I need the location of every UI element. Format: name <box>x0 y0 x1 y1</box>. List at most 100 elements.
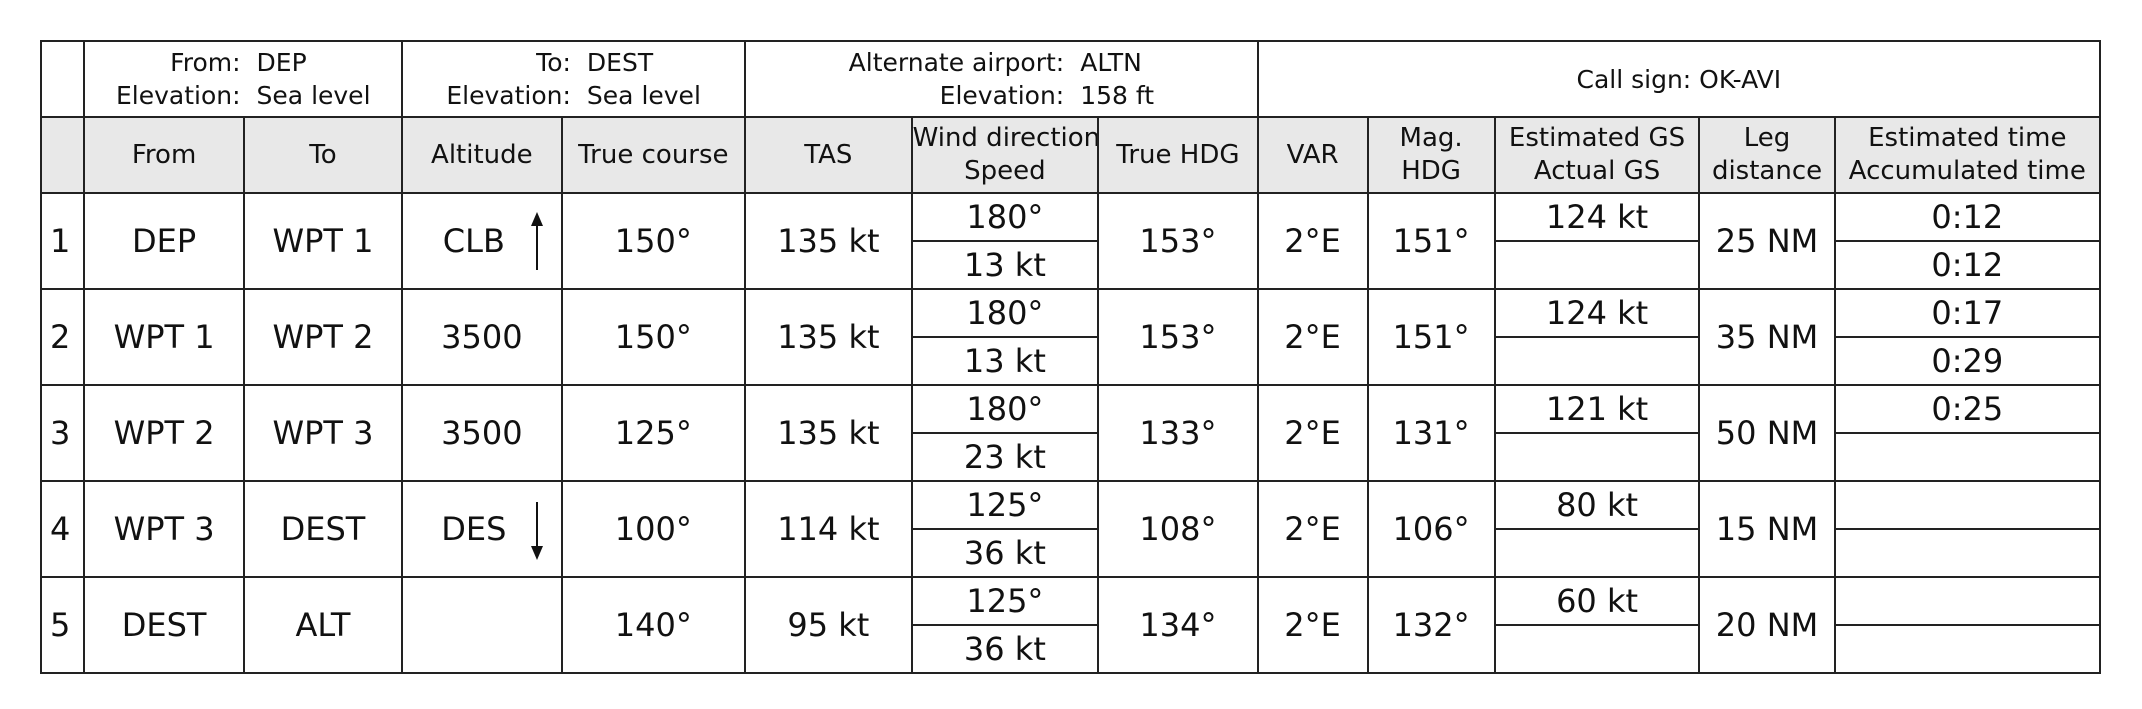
cell-actual-gs <box>1493 528 1701 578</box>
cell-wind-direction: 180° <box>910 384 1100 434</box>
cell-estimated-time: 0:12 <box>1833 192 2102 242</box>
table-row-lower: 36 kt <box>41 624 2102 674</box>
cell-leg-distance: 50 NM <box>1698 384 1836 482</box>
cell-true-course: 125° <box>560 384 747 482</box>
col-altitude: Altitude <box>401 116 563 194</box>
cell-true-hdg: 153° <box>1097 192 1259 290</box>
arrow-up-icon <box>531 212 544 270</box>
cell-true-course: 150° <box>560 288 747 386</box>
cell-wind-direction: 125° <box>910 480 1100 530</box>
cell-true-hdg: 153° <box>1097 288 1259 386</box>
cell-from: WPT 2 <box>83 384 245 482</box>
cell-true-hdg: 134° <box>1097 576 1259 674</box>
col-gs-line2: Actual GS <box>1533 156 1661 186</box>
col-gs: Estimated GS Actual GS <box>1493 116 1701 194</box>
col-wind: Wind direction Speed <box>910 116 1100 194</box>
cell-wind-direction: 180° <box>910 288 1100 338</box>
alternate-info: Alternate airport: ALTN Elevation: 158 f… <box>744 40 1259 118</box>
row-number: 3 <box>39 384 86 482</box>
col-index <box>39 116 86 194</box>
col-tas: TAS <box>744 116 913 194</box>
cell-tas: 135 kt <box>744 384 913 482</box>
cell-accumulated-time: 0:12 <box>1833 240 2102 290</box>
from-label: From: <box>170 48 241 77</box>
from-elevation-label: Elevation: <box>115 81 241 110</box>
cell-mag-hdg: 151° <box>1366 192 1496 290</box>
cell-altitude: DES <box>401 480 563 578</box>
alternate-label: Alternate airport: <box>848 48 1065 77</box>
cell-actual-gs <box>1493 624 1701 674</box>
call-sign: Call sign: OK-AVI <box>1256 40 2102 118</box>
cell-estimated-gs: 124 kt <box>1493 192 1701 242</box>
cell-estimated-time <box>1833 480 2102 530</box>
cell-true-course: 100° <box>560 480 747 578</box>
cell-wind-direction: 180° <box>910 192 1100 242</box>
cell-estimated-time: 0:25 <box>1833 384 2102 434</box>
destination-info: To: DEST Elevation: Sea level <box>401 40 747 118</box>
col-time: Estimated time Accumulated time <box>1833 116 2102 194</box>
alternate-value: ALTN <box>1080 48 1142 77</box>
table-row-lower: 36 kt <box>41 528 2102 578</box>
cell-to: WPT 1 <box>242 192 404 290</box>
cell-to: ALT <box>242 576 404 674</box>
col-var: VAR <box>1256 116 1369 194</box>
col-time-line2: Accumulated time <box>1848 156 2086 186</box>
cell-var: 2°E <box>1256 480 1369 578</box>
table-row-lower: 23 kt <box>41 432 2102 482</box>
cell-accumulated-time <box>1833 624 2102 674</box>
to-elevation-value: Sea level <box>586 81 701 110</box>
cell-wind-speed: 23 kt <box>910 432 1100 482</box>
cell-mag-hdg: 151° <box>1366 288 1496 386</box>
cell-estimated-gs: 121 kt <box>1493 384 1701 434</box>
to-value: DEST <box>586 48 654 77</box>
col-true-hdg: True HDG <box>1097 116 1259 194</box>
col-to: To <box>242 116 404 194</box>
cell-accumulated-time <box>1833 528 2102 578</box>
cell-wind-speed: 13 kt <box>910 336 1100 386</box>
cell-altitude: 3500 <box>401 288 563 386</box>
flight-plan-container: From: DEP Elevation: Sea level To: DEST … <box>39 40 2102 674</box>
cell-altitude <box>401 576 563 674</box>
cell-true-hdg: 133° <box>1097 384 1259 482</box>
cell-estimated-gs: 80 kt <box>1493 480 1701 530</box>
col-from: From <box>83 116 245 194</box>
cell-actual-gs <box>1493 240 1701 290</box>
cell-leg-distance: 20 NM <box>1698 576 1836 674</box>
row-number: 2 <box>39 288 86 386</box>
col-leg-line1: Leg <box>1743 123 1791 153</box>
cell-to: WPT 2 <box>242 288 404 386</box>
row-number: 4 <box>39 480 86 578</box>
cell-mag-hdg: 132° <box>1366 576 1496 674</box>
cell-altitude: 3500 <box>401 384 563 482</box>
cell-tas: 135 kt <box>744 192 913 290</box>
cell-true-course: 140° <box>560 576 747 674</box>
cell-var: 2°E <box>1256 576 1369 674</box>
cell-tas: 114 kt <box>744 480 913 578</box>
table-row-lower: 13 kt 0:29 <box>41 336 2102 386</box>
col-wind-line1: Wind direction <box>912 123 1099 153</box>
cell-true-hdg: 108° <box>1097 480 1259 578</box>
col-wind-line2: Speed <box>964 156 1046 186</box>
cell-estimated-time: 0:17 <box>1833 288 2102 338</box>
cell-accumulated-time <box>1833 432 2102 482</box>
row-number: 1 <box>39 192 86 290</box>
cell-from: WPT 1 <box>83 288 245 386</box>
cell-tas: 135 kt <box>744 288 913 386</box>
alternate-elevation-value: 158 ft <box>1080 81 1155 110</box>
col-mag-line1: Mag. <box>1399 123 1463 153</box>
table-row: 4 WPT 3 DEST DES 100° 114 kt 125° 108° 2… <box>39 480 2102 578</box>
to-elevation-label: Elevation: <box>446 81 571 110</box>
alternate-elevation-label: Elevation: <box>939 81 1065 110</box>
cell-leg-distance: 25 NM <box>1698 192 1836 290</box>
col-mag-line2: HDG <box>1401 156 1461 186</box>
col-mag-hdg: Mag. HDG <box>1366 116 1496 194</box>
cell-true-course: 150° <box>560 192 747 290</box>
arrow-down-icon <box>531 502 544 560</box>
col-leg-line2: distance <box>1711 156 1823 186</box>
cell-from: DEST <box>83 576 245 674</box>
table-row: 1 DEP WPT 1 CLB 150° 135 kt 180° 153° 2°… <box>39 192 2102 290</box>
cell-actual-gs <box>1493 432 1701 482</box>
cell-leg-distance: 15 NM <box>1698 480 1836 578</box>
col-time-line1: Estimated time <box>1868 123 2067 153</box>
col-gs-line1: Estimated GS <box>1508 123 1686 153</box>
